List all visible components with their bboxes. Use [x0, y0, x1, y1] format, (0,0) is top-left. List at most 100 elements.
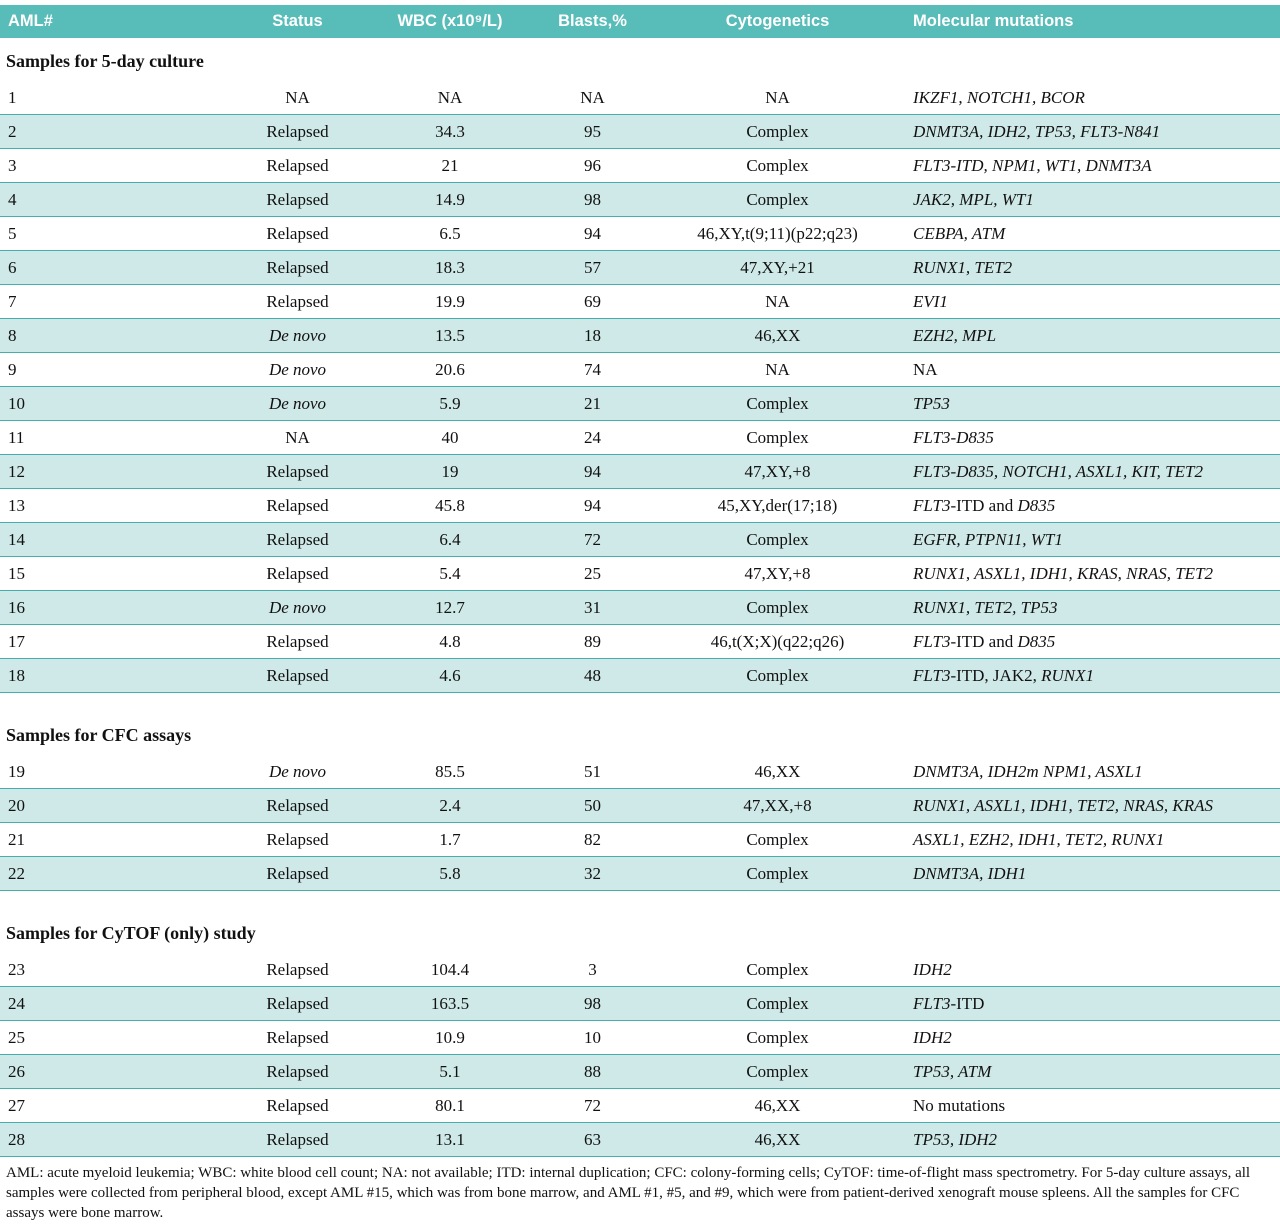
table-row: 27 Relapsed 80.1 72 46,XX No mutations: [0, 1089, 1280, 1123]
column-header-wbc: WBC (x10⁹/L): [375, 5, 525, 38]
cell-mutations: FLT3-D835, NOTCH1, ASXL1, KIT, TET2: [895, 454, 1280, 489]
cell-blasts: 10: [584, 1028, 601, 1047]
table-row: 18 Relapsed 4.6 48 Complex FLT3-ITD, JAK2, RU…: [0, 658, 1280, 693]
cell-cytogenetics: 47,XY,+8: [744, 564, 811, 583]
cell-wbc: 5.4: [439, 564, 461, 583]
cell-mutations: TP53, ATM: [895, 1054, 1280, 1089]
section-header-row: Samples for 5-day culture: [0, 38, 1280, 81]
cell-blasts: 24: [584, 428, 601, 447]
table-row: 9 De novo 20.6 74 NA NA: [0, 353, 1280, 387]
cell-wbc: 45.8: [435, 496, 465, 515]
cell-aml-number: 14: [0, 522, 220, 557]
cell-mutations: FLT3-ITD: [895, 986, 1280, 1021]
cell-status: De novo: [268, 360, 327, 379]
cell-cytogenetics: Complex: [746, 1028, 809, 1047]
cell-cytogenetics: Complex: [660, 1054, 895, 1089]
cell-aml-number: 26: [0, 1054, 220, 1089]
cell-wbc: 40: [441, 428, 459, 447]
aml-samples-table: AML# Status WBC (x10⁹/L) Blasts,% Cytoge…: [0, 5, 1280, 1157]
table-row: 1 NA NA NA NA IKZF1, NOTCH1, BCOR: [0, 81, 1280, 115]
cell-mutations: EVI1: [913, 292, 948, 311]
cell-blasts: 95: [525, 114, 660, 149]
section-title: Samples for CFC assays: [0, 692, 1280, 755]
cell-status: NA: [285, 428, 310, 447]
cell-cytogenetics: 46,XX: [754, 762, 801, 781]
cell-wbc: 85.5: [435, 762, 465, 781]
cell-wbc: 10.9: [435, 1028, 465, 1047]
cell-cytogenetics: 46,XX: [660, 1122, 895, 1157]
cell-mutations: FLT3-ITD, JAK2, RUNX1: [895, 658, 1280, 693]
cell-cytogenetics: 47,XY,+21: [660, 250, 895, 285]
cell-wbc: 104.4: [430, 960, 470, 979]
cell-aml-number: 28: [0, 1122, 220, 1157]
cell-status: Relapsed: [266, 1028, 329, 1047]
cell-wbc: 13.5: [375, 318, 525, 353]
table-row: 4 Relapsed 14.9 98 Complex JAK2, MPL, WT1: [0, 182, 1280, 217]
cell-aml-number: 27: [8, 1096, 25, 1115]
cell-blasts: 69: [584, 292, 601, 311]
cell-status: Relapsed: [220, 1054, 375, 1089]
cell-aml-number: 1: [8, 88, 17, 107]
cell-mutations: CEBPA, ATM: [913, 224, 1006, 243]
cell-mutations: FLT3-ITD and D835: [913, 496, 1056, 515]
cell-aml-number: 15: [8, 564, 25, 583]
cell-aml-number: 19: [8, 762, 25, 781]
cell-cytogenetics: Complex: [660, 182, 895, 217]
cell-cytogenetics: 46,XY,t(9;11)(p22;q23): [697, 224, 858, 243]
cell-status: Relapsed: [220, 522, 375, 557]
cell-cytogenetics: NA: [765, 292, 790, 311]
cell-cytogenetics: 45,XY,der(17;18): [717, 496, 838, 515]
cell-aml-number: 16: [0, 590, 220, 625]
cell-wbc: 18.3: [375, 250, 525, 285]
cell-cytogenetics: 47,XX,+8: [660, 788, 895, 823]
table-row: 17 Relapsed 4.8 89 46,t(X;X)(q22;q26) FLT3-IT…: [0, 625, 1280, 659]
cell-aml-number: 22: [0, 856, 220, 891]
table-row: 2 Relapsed 34.3 95 Complex DNMT3A, IDH2, TP53…: [0, 114, 1280, 149]
cell-blasts: NA: [580, 88, 605, 107]
cell-blasts: 98: [525, 182, 660, 217]
cell-blasts: 88: [525, 1054, 660, 1089]
cell-aml-number: 11: [8, 428, 25, 447]
cell-mutations: FLT3-ITD and D835: [913, 632, 1056, 651]
cell-status: NA: [285, 88, 310, 107]
cell-status: Relapsed: [266, 156, 329, 175]
cell-blasts: 94: [584, 224, 601, 243]
cell-blasts: 94: [584, 496, 601, 515]
table-row: 22 Relapsed 5.8 32 Complex DNMT3A, IDH1: [0, 856, 1280, 891]
table-row: 28 Relapsed 13.1 63 46,XX TP53, IDH2: [0, 1122, 1280, 1157]
table-row: 8 De novo 13.5 18 46,XX EZH2, MPL: [0, 318, 1280, 353]
cell-aml-number: 13: [8, 496, 25, 515]
cell-blasts: 21: [525, 386, 660, 421]
cell-aml-number: 17: [8, 632, 25, 651]
cell-mutations: TP53, IDH2: [895, 1122, 1280, 1157]
cell-mutations: TP53: [895, 386, 1280, 421]
cell-aml-number: 3: [8, 156, 17, 175]
cell-status: Relapsed: [266, 632, 329, 651]
cell-cytogenetics: 46,XX: [660, 318, 895, 353]
cell-blasts: 94: [525, 454, 660, 489]
table-row: 11 NA 40 24 Complex FLT3-D835: [0, 421, 1280, 455]
cell-wbc: 1.7: [439, 830, 461, 849]
cell-status: Relapsed: [266, 830, 329, 849]
cell-blasts: 72: [525, 522, 660, 557]
cell-mutations: RUNX1, ASXL1, IDH1, TET2, NRAS, KRAS: [895, 788, 1280, 823]
cell-mutations: EZH2, MPL: [895, 318, 1280, 353]
cell-wbc: 19: [375, 454, 525, 489]
table-row: 15 Relapsed 5.4 25 47,XY,+8 RUNX1, ASXL1, IDH…: [0, 557, 1280, 591]
table-row: 26 Relapsed 5.1 88 Complex TP53, ATM: [0, 1054, 1280, 1089]
cell-wbc: 5.1: [375, 1054, 525, 1089]
cell-blasts: 89: [584, 632, 601, 651]
cell-blasts: 63: [525, 1122, 660, 1157]
cell-aml-number: 23: [8, 960, 25, 979]
cell-blasts: 50: [525, 788, 660, 823]
cell-mutations: DNMT3A, IDH2m NPM1, ASXL1: [913, 762, 1143, 781]
cell-cytogenetics: NA: [765, 360, 790, 379]
cell-status: Relapsed: [220, 986, 375, 1021]
cell-aml-number: 7: [8, 292, 17, 311]
cell-aml-number: 4: [0, 182, 220, 217]
section-header-row: Samples for CFC assays: [0, 692, 1280, 755]
table-footnote: AML: acute myeloid leukemia; WBC: white …: [6, 1165, 1251, 1221]
table-row: 23 Relapsed 104.4 3 Complex IDH2: [0, 953, 1280, 987]
cell-status: Relapsed: [266, 496, 329, 515]
table-row: 13 Relapsed 45.8 94 45,XY,der(17;18) FLT3-ITD…: [0, 489, 1280, 523]
